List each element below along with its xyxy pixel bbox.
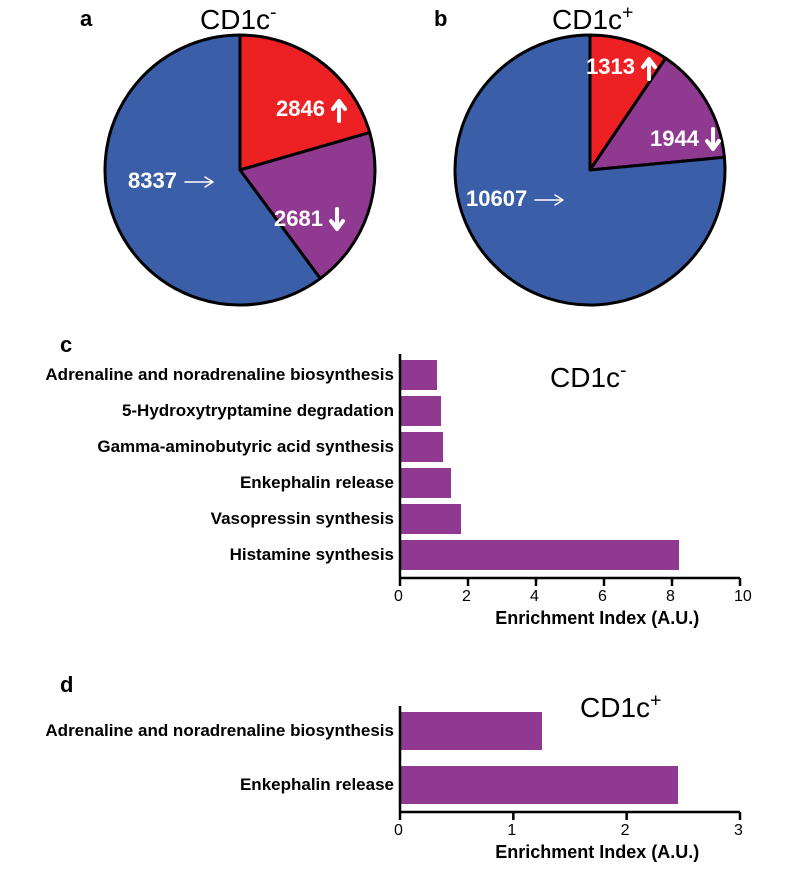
- pie-a-slice-unchanged-label: 8337: [128, 168, 217, 194]
- bar-chart-c: CD1c- Adrenaline and noradrenaline biosy…: [0, 346, 800, 656]
- arrow-down-icon: [705, 127, 721, 153]
- pie-b-slice-down-label: 1944: [650, 126, 721, 153]
- arrow-down-icon: [329, 207, 345, 233]
- pie-b: [0, 0, 800, 320]
- pie-a-slice-up-label: 2846: [276, 96, 347, 123]
- arrow-up-icon: [641, 55, 657, 81]
- pie-b-slice-up-label: 1313: [586, 54, 657, 81]
- bar-chart-d: CD1c+ Adrenaline and noradrenaline biosy…: [0, 686, 800, 876]
- axis: [0, 346, 770, 626]
- arrow-right-icon: [183, 175, 217, 189]
- x-axis-label: Enrichment Index (A.U.): [495, 842, 699, 863]
- pie-a-slice-down-label: 2681: [274, 206, 345, 233]
- arrow-up-icon: [331, 97, 347, 123]
- axis: [0, 686, 770, 856]
- arrow-right-icon: [533, 193, 567, 207]
- pie-b-slice-unchanged-label: 10607: [466, 186, 567, 212]
- figure: a b c d CD1c- CD1c+ 2846 2681 8337 1313 …: [0, 0, 800, 887]
- x-axis-label: Enrichment Index (A.U.): [495, 608, 699, 629]
